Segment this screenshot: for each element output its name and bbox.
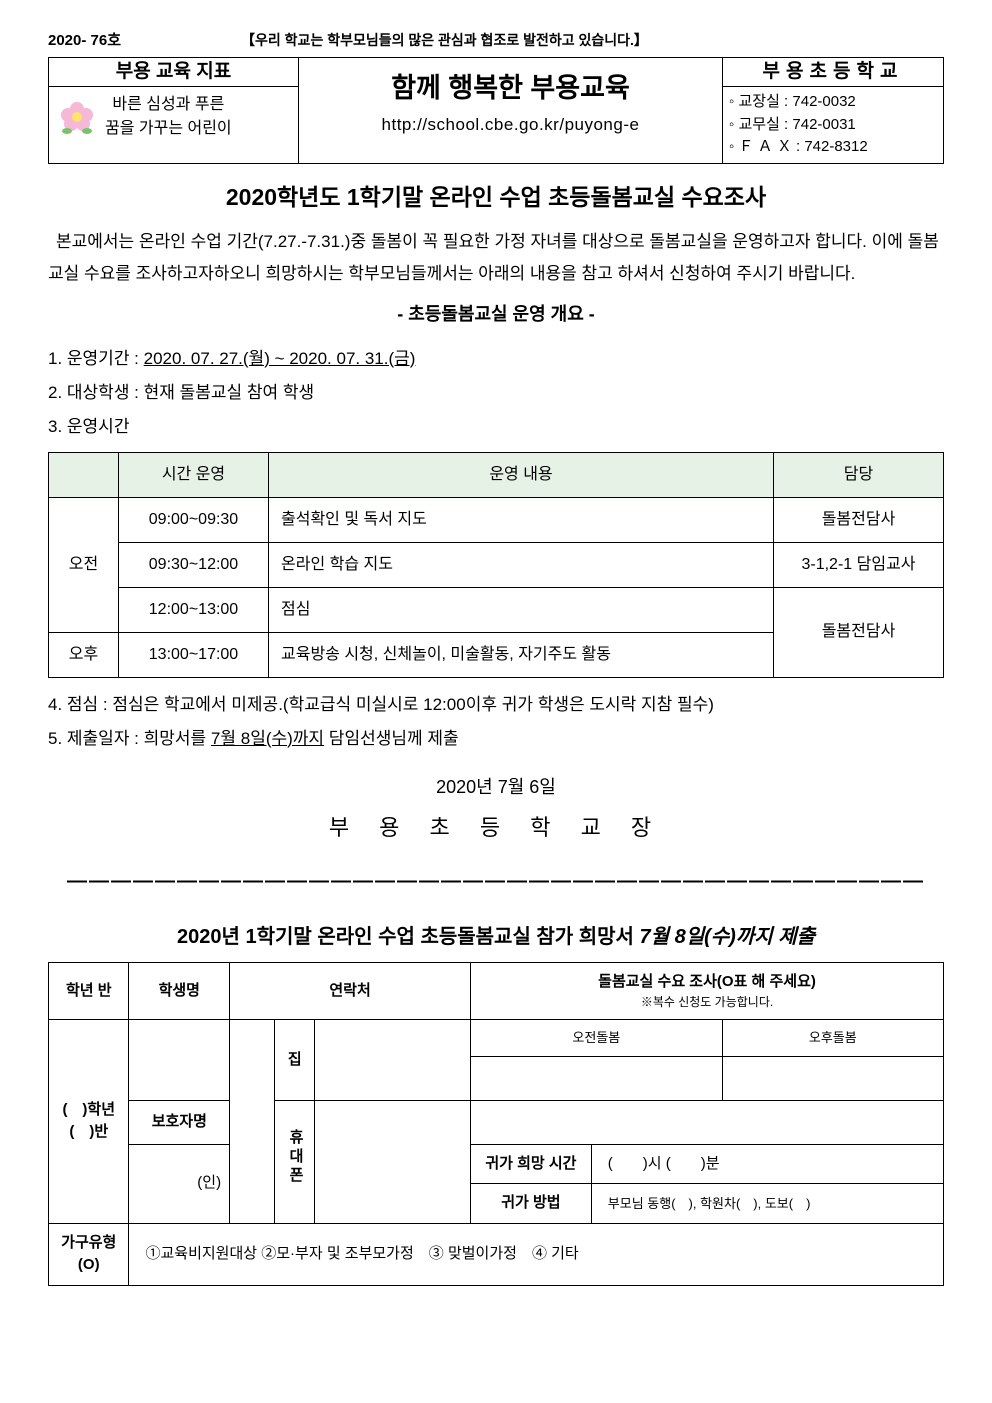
col-staff: 담당 bbox=[774, 452, 944, 497]
household-type-label: 가구유형 (O) bbox=[49, 1223, 129, 1285]
contact-office: ◦ 교무실 : 742-0031 bbox=[729, 114, 937, 137]
form-title-main: 2020년 1학기말 온라인 수업 초등돌봄교실 참가 희망서 bbox=[177, 926, 640, 948]
edu-indicator-body: 바른 심성과 푸른 꿈을 가꾸는 어린이 bbox=[49, 87, 298, 147]
return-method-label: 귀가 방법 bbox=[471, 1184, 592, 1224]
cell: 돌봄전담사 bbox=[774, 587, 944, 677]
return-time-label: 귀가 희망 시간 bbox=[471, 1144, 592, 1184]
hd-survey: 돌봄교실 수요 조사(O표 해 주세요) ※복수 신청도 가능합니다. bbox=[471, 962, 944, 1020]
household-l2: (O) bbox=[57, 1254, 120, 1277]
letter-header: 부용 교육 지표 바른 심성과 푸른 꿈을 가꾸는 어린이 함께 행복한 부용교… bbox=[48, 57, 944, 164]
hd-name: 학생명 bbox=[129, 962, 230, 1020]
guardian-label: 보호자명 bbox=[129, 1100, 230, 1144]
application-form: 학년 반 학생명 연락처 돌봄교실 수요 조사(O표 해 주세요) ※복수 신청… bbox=[48, 962, 944, 1286]
period-value: 2020. 07. 27.(월) ~ 2020. 07. 31.(금) bbox=[144, 349, 416, 368]
section-header: - 초등돌봄교실 운영 개요 - bbox=[48, 301, 944, 328]
contact-home-cell[interactable] bbox=[315, 1020, 471, 1101]
edu-line2: 꿈을 가꾸는 어린이 bbox=[105, 117, 232, 141]
hd-contact: 연락처 bbox=[230, 962, 471, 1020]
cell-pm: 오후 bbox=[49, 632, 119, 677]
doc-number: 2020- 76호 bbox=[48, 30, 121, 53]
header-center: 함께 행복한 부용교육 http://school.cbe.go.kr/puyo… bbox=[299, 58, 723, 163]
table-row: 12:00~13:00 점심 돌봄전담사 bbox=[49, 587, 944, 632]
grade-line1: ( )학년 bbox=[57, 1099, 120, 1122]
cell: 13:00~17:00 bbox=[119, 632, 269, 677]
form-title-deadline: 7월 8일(수)까지 제출 bbox=[640, 926, 815, 948]
school-slogan: 함께 행복한 부용교육 bbox=[305, 68, 716, 109]
return-time-cell[interactable]: ( )시 ( )분 bbox=[591, 1144, 943, 1184]
table-row: 보호자명 휴대폰 bbox=[49, 1100, 944, 1144]
note-lunch: 4. 점심 : 점심은 학교에서 미제공.(학교급식 미실시로 12:00이후 … bbox=[48, 688, 944, 722]
table-row: ( )학년 ( )반 집 오전돌봄 오후돌봄 bbox=[49, 1020, 944, 1057]
doc-header-line: 2020- 76호 【우리 학교는 학부모님들의 많은 관심과 협조로 발전하고… bbox=[48, 30, 944, 53]
cell: 09:30~12:00 bbox=[119, 542, 269, 587]
contact-home-label: 집 bbox=[275, 1020, 315, 1101]
blank-row[interactable] bbox=[471, 1100, 944, 1144]
col-content: 운영 내용 bbox=[269, 452, 774, 497]
edu-line1: 바른 심성과 푸른 bbox=[105, 93, 232, 117]
note-submit: 5. 제출일자 : 희망서를 7월 8일(수)까지 담임선생님께 제출 bbox=[48, 722, 944, 756]
student-name-cell[interactable] bbox=[129, 1020, 230, 1101]
note5-a: 5. 제출일자 : 희망서를 bbox=[48, 729, 211, 748]
pm-care-cell[interactable] bbox=[722, 1056, 943, 1100]
seal-mark: (인) bbox=[137, 1172, 221, 1195]
top-banner: 【우리 학교는 학부모님들의 많은 관심과 협조로 발전하고 있습니다.】 bbox=[241, 30, 648, 51]
table-row: 오전 09:00~09:30 출석확인 및 독서 지도 돌봄전담사 bbox=[49, 497, 944, 542]
school-url: http://school.cbe.go.kr/puyong-e bbox=[305, 112, 716, 138]
list-item: 3. 운영시간 bbox=[48, 410, 944, 444]
info-list: 1. 운영기간 : 2020. 07. 27.(월) ~ 2020. 07. 3… bbox=[48, 342, 944, 444]
list-item: 2. 대상학생 : 현재 돌봄교실 참여 학생 bbox=[48, 376, 944, 410]
table-row: 09:30~12:00 온라인 학습 지도 3-1,2-1 담임교사 bbox=[49, 542, 944, 587]
am-care-label: 오전돌봄 bbox=[471, 1020, 723, 1057]
cell: 온라인 학습 지도 bbox=[269, 542, 774, 587]
intro-paragraph: 본교에서는 온라인 수업 기간(7.27.-7.31.)중 돌봄이 꼭 필요한 … bbox=[48, 226, 944, 291]
household-l1: 가구유형 bbox=[57, 1232, 120, 1255]
cut-line: ——————————————————————————————————————— bbox=[48, 866, 944, 896]
schedule-table: 시간 운영 운영 내용 담당 오전 09:00~09:30 출석확인 및 독서 … bbox=[48, 452, 944, 678]
cell: 3-1,2-1 담임교사 bbox=[774, 542, 944, 587]
list-item: 1. 운영기간 : 2020. 07. 27.(월) ~ 2020. 07. 3… bbox=[48, 342, 944, 376]
cell-am: 오전 bbox=[49, 497, 119, 632]
hd-survey-main: 돌봄교실 수요 조사(O표 해 주세요) bbox=[479, 971, 935, 994]
cell: 점심 bbox=[269, 587, 774, 632]
date-line: 2020년 7월 6일 bbox=[48, 774, 944, 801]
hd-grade: 학년 반 bbox=[49, 962, 129, 1020]
mobile-vtext: 휴대폰 bbox=[283, 1129, 306, 1186]
note5-b: 담임선생님께 제출 bbox=[324, 729, 459, 748]
cell: 교육방송 시청, 신체놀이, 미술활동, 자기주도 활동 bbox=[269, 632, 774, 677]
note5-deadline: 7월 8일(수)까지 bbox=[211, 729, 324, 748]
table-row: 학년 반 학생명 연락처 돌봄교실 수요 조사(O표 해 주세요) ※복수 신청… bbox=[49, 962, 944, 1020]
table-row: 가구유형 (O) ①교육비지원대상 ②모·부자 및 조부모가정 ③ 맞벌이가정 … bbox=[49, 1223, 944, 1285]
cell: 돌봄전담사 bbox=[774, 497, 944, 542]
pm-care-label: 오후돌봄 bbox=[722, 1020, 943, 1057]
period-label: 1. 운영기간 : bbox=[48, 349, 144, 368]
grade-cell: ( )학년 ( )반 bbox=[49, 1020, 129, 1224]
cell: 출석확인 및 독서 지도 bbox=[269, 497, 774, 542]
return-method-cell[interactable]: 부모님 동행( ), 학원차( ), 도보( ) bbox=[591, 1184, 943, 1224]
contact-block: ◦ 교장실 : 742-0032 ◦ 교무실 : 742-0031 ◦ Ｆ Ａ … bbox=[723, 87, 943, 163]
cell: 12:00~13:00 bbox=[119, 587, 269, 632]
col-time: 시간 운영 bbox=[119, 452, 269, 497]
flower-icon bbox=[57, 97, 97, 137]
document-title: 2020학년도 1학기말 온라인 수업 초등돌봄교실 수요조사 bbox=[48, 180, 944, 215]
mobile-label: 휴대폰 bbox=[275, 1100, 315, 1223]
household-type-cell[interactable]: ①교육비지원대상 ②모·부자 및 조부모가정 ③ 맞벌이가정 ④ 기타 bbox=[129, 1223, 944, 1285]
principal-sign: 부 용 초 등 학 교 장 bbox=[48, 811, 944, 844]
edu-indicator-title: 부용 교육 지표 bbox=[49, 58, 298, 88]
cell: 09:00~09:30 bbox=[119, 497, 269, 542]
table-row: (인) 귀가 희망 시간 ( )시 ( )분 bbox=[49, 1144, 944, 1184]
contact-fax: ◦ Ｆ Ａ Ｘ : 742-8312 bbox=[729, 136, 937, 159]
hd-survey-note: ※복수 신청도 가능합니다. bbox=[479, 993, 935, 1011]
form-title: 2020년 1학기말 온라인 수업 초등돌봄교실 참가 희망서 7월 8일(수)… bbox=[48, 922, 944, 952]
am-care-cell[interactable] bbox=[471, 1056, 723, 1100]
seal-cell bbox=[230, 1020, 275, 1224]
mobile-cell[interactable] bbox=[315, 1100, 471, 1223]
table-row: 시간 운영 운영 내용 담당 bbox=[49, 452, 944, 497]
school-name: 부용초등학교 bbox=[723, 58, 943, 88]
grade-line2: ( )반 bbox=[57, 1121, 120, 1144]
col-blank bbox=[49, 452, 119, 497]
guardian-name-cell[interactable]: (인) bbox=[129, 1144, 230, 1223]
contact-principal: ◦ 교장실 : 742-0032 bbox=[729, 91, 937, 114]
